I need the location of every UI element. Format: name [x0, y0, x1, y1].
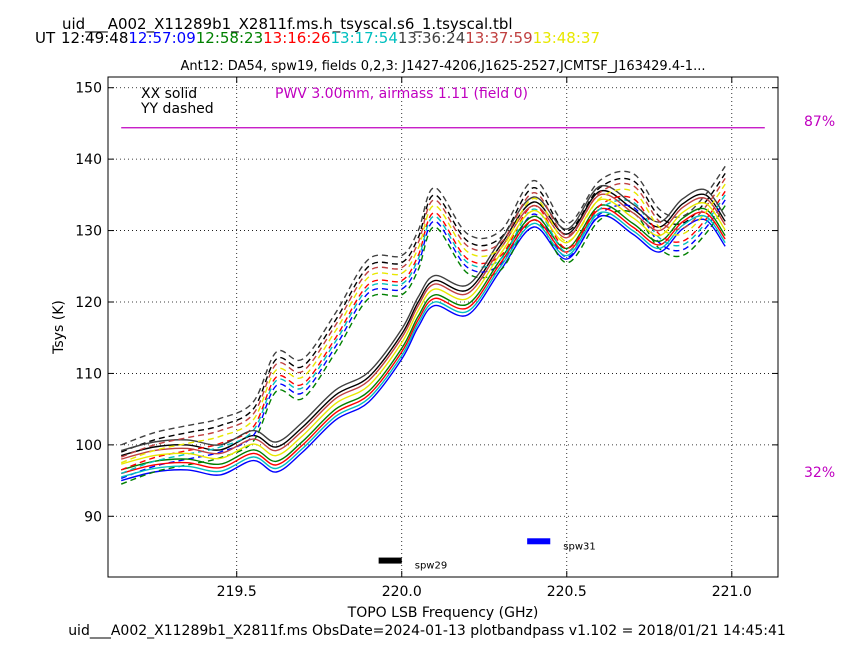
axis-ticks: 219.5 220.0 220.5 221.0 90 100 110 120 130 140 150	[75, 77, 778, 600]
xx-series-line	[121, 204, 726, 471]
time-legend-item: 13:48:37	[533, 29, 600, 47]
xx-series-line	[121, 207, 726, 475]
spw-markers: spw29 spw31	[378, 538, 596, 572]
y-tick-label: 100	[75, 438, 102, 454]
yy-series-line	[120, 205, 726, 485]
yy-series-line	[120, 173, 726, 453]
time-legend-item: 12:57:09	[128, 29, 195, 47]
spw-marker-bar	[378, 557, 402, 564]
spw-marker-label: spw31	[563, 541, 595, 552]
y-tick-label: 150	[75, 81, 102, 97]
transmission-top-label: 87%	[804, 114, 835, 130]
chart-title: Ant12: DA54, spw19, fields 0,2,3: J1427-…	[181, 59, 706, 74]
tsys-curves	[120, 127, 765, 485]
xx-series-line	[121, 193, 726, 460]
legend-yy-dashed: YY dashed	[140, 101, 214, 117]
time-legend-item: 13:37:59	[465, 29, 532, 47]
xx-series-line	[121, 198, 726, 465]
yy-series-line	[120, 178, 726, 458]
footer-text: uid___A002_X11289b1_X2811f.ms ObsDate=20…	[68, 623, 786, 639]
ut-label: UT	[35, 29, 56, 47]
xx-series-line	[121, 214, 726, 482]
yy-series-line	[120, 199, 726, 480]
y-tick-label: 110	[75, 366, 102, 382]
file-title: uid___A002_X11289b1_X2811f.ms.h_tsyscal.…	[62, 15, 513, 34]
yy-series-line	[120, 190, 726, 471]
y-tick-label: 140	[75, 152, 102, 168]
y-tick-label: 90	[84, 509, 102, 525]
xx-series-line	[121, 184, 726, 452]
x-tick-label: 219.5	[217, 584, 257, 600]
time-legend-item: 12:58:23	[196, 29, 263, 47]
time-legend-item: 13:36:24	[398, 29, 465, 47]
x-tick-label: 221.0	[712, 584, 752, 600]
pwv-annotation: PWV 3.00mm, airmass 1.11 (field 0)	[275, 86, 528, 102]
yy-series-line	[120, 183, 726, 464]
x-tick-label: 220.0	[382, 584, 422, 600]
x-axis-label: TOPO LSB Frequency (GHz)	[347, 605, 539, 621]
y-axis-label: Tsys (K)	[51, 300, 67, 355]
x-tick-label: 220.5	[547, 584, 587, 600]
time-legend-item: 12:49:48	[61, 29, 128, 47]
y-tick-label: 130	[75, 224, 102, 240]
spw-marker-label: spw29	[415, 561, 447, 572]
transmission-bottom-label: 32%	[804, 465, 835, 481]
time-legend-item: 13:16:26	[263, 29, 330, 47]
grid	[108, 77, 778, 577]
yy-series-line	[120, 165, 726, 446]
y-tick-label: 120	[75, 295, 102, 311]
time-legend-item: 13:17:54	[331, 29, 398, 47]
xx-series-line	[121, 211, 726, 478]
spw-marker-bar	[527, 538, 551, 545]
yy-series-line	[120, 194, 726, 475]
time-legend: 12:49:48 12:57:09 12:58:23 13:16:26 13:17:54…	[61, 29, 600, 47]
xx-series-line	[121, 189, 726, 457]
legend-xx-solid: XX solid	[141, 86, 197, 102]
plot-frame	[107, 76, 779, 578]
